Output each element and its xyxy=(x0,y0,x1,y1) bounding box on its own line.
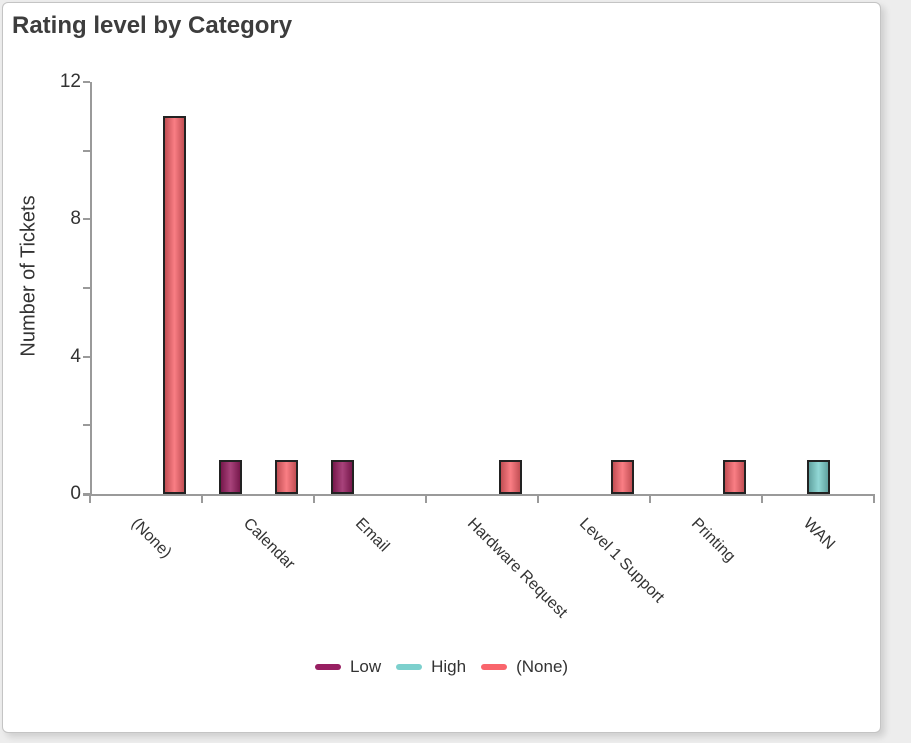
x-tick xyxy=(761,495,763,503)
x-axis-line xyxy=(83,494,875,496)
legend-swatch-icon xyxy=(314,664,341,670)
legend-label: (None) xyxy=(516,657,569,676)
bar-none-hardware-request[interactable] xyxy=(498,459,522,494)
x-tick xyxy=(201,495,203,503)
x-tick xyxy=(873,495,875,503)
y-tick-2 xyxy=(83,424,90,427)
y-tick-0 xyxy=(83,493,90,495)
y-tick-label: 8 xyxy=(70,208,81,230)
x-tick xyxy=(425,495,427,503)
x-tick xyxy=(313,495,315,503)
bar-none-calendar[interactable] xyxy=(274,459,298,494)
x-tick xyxy=(89,495,91,503)
y-tick-10 xyxy=(83,149,90,152)
x-category-label: Level 1 Support xyxy=(575,515,668,607)
y-tick-4 xyxy=(83,355,90,358)
x-category-label: WAN xyxy=(799,515,838,553)
x-category-label: (None) xyxy=(127,515,175,562)
y-tick-label: 4 xyxy=(70,345,81,367)
y-tick-label: 12 xyxy=(59,71,81,92)
x-tick xyxy=(537,495,539,503)
legend-item-none[interactable]: (None) xyxy=(481,657,568,677)
y-axis-title: Number of Tickets xyxy=(17,195,40,357)
chart-legend: Low High (None) xyxy=(3,657,880,677)
bar-none-level-1-support[interactable] xyxy=(610,459,634,494)
bar-chart-plot-area: Number of Tickets 0 4 8 12 (None) Calendar Em… xyxy=(3,3,880,732)
legend-item-high[interactable]: High xyxy=(396,657,466,677)
legend-swatch-icon xyxy=(481,664,508,670)
legend-swatch-icon xyxy=(396,664,423,670)
x-category-label: Printing xyxy=(687,515,739,566)
y-tick-8 xyxy=(83,218,90,221)
bar-low-calendar[interactable] xyxy=(218,459,242,494)
x-category-label: Email xyxy=(351,515,393,556)
bar-high-wan[interactable] xyxy=(806,459,830,494)
report-card: Rating level by Category Number of Ticke… xyxy=(2,2,881,733)
y-tick-12 xyxy=(83,81,90,83)
bar-none--none-[interactable] xyxy=(162,116,186,494)
bar-low-email[interactable] xyxy=(330,459,354,494)
bar-none-printing[interactable] xyxy=(722,459,746,494)
x-tick xyxy=(649,495,651,503)
x-category-label: Hardware Request xyxy=(463,515,571,622)
chart-title: Rating level by Category xyxy=(12,12,293,39)
y-tick-6 xyxy=(83,287,90,289)
x-category-label: Calendar xyxy=(239,515,298,573)
y-axis-line xyxy=(90,82,92,495)
legend-label: High xyxy=(431,657,467,676)
legend-label: Low xyxy=(349,657,382,676)
legend-item-low[interactable]: Low xyxy=(314,657,382,677)
y-tick-label: 0 xyxy=(70,483,81,504)
